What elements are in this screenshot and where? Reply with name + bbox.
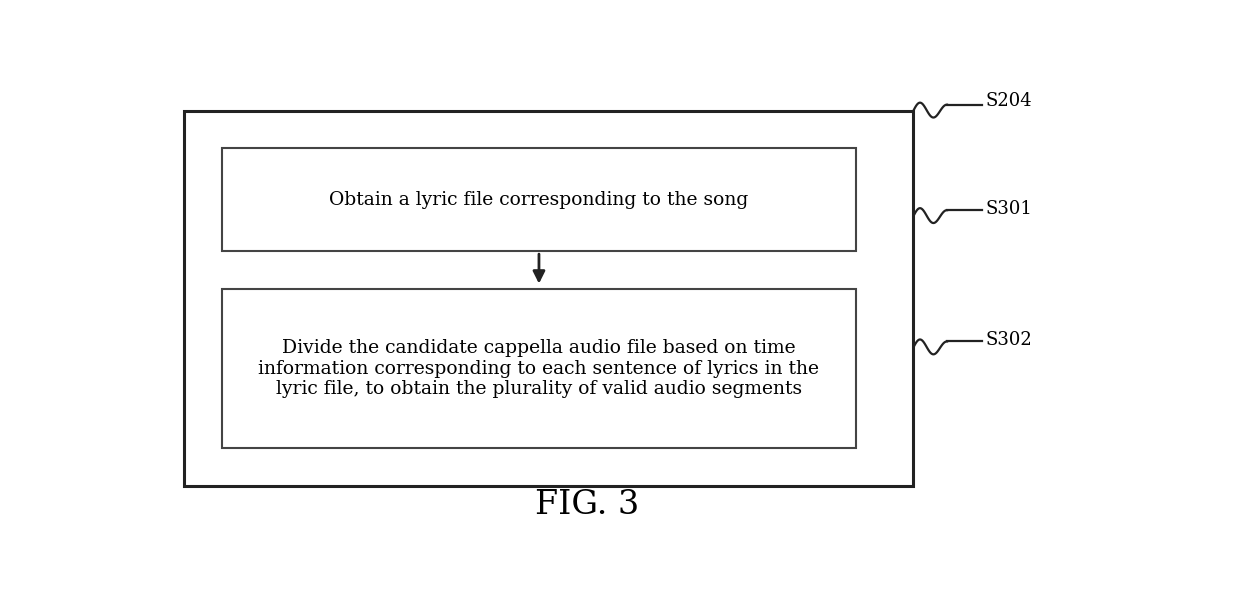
Text: S301: S301 bbox=[985, 200, 1032, 218]
Bar bbox=[222, 289, 856, 448]
Bar bbox=[183, 111, 913, 486]
Bar bbox=[222, 148, 856, 252]
Text: S302: S302 bbox=[985, 331, 1032, 350]
Text: FIG. 3: FIG. 3 bbox=[535, 489, 639, 521]
Text: S204: S204 bbox=[985, 92, 1032, 110]
Text: Divide the candidate cappella audio file based on time
information corresponding: Divide the candidate cappella audio file… bbox=[259, 339, 819, 398]
Text: Obtain a lyric file corresponding to the song: Obtain a lyric file corresponding to the… bbox=[330, 191, 748, 209]
